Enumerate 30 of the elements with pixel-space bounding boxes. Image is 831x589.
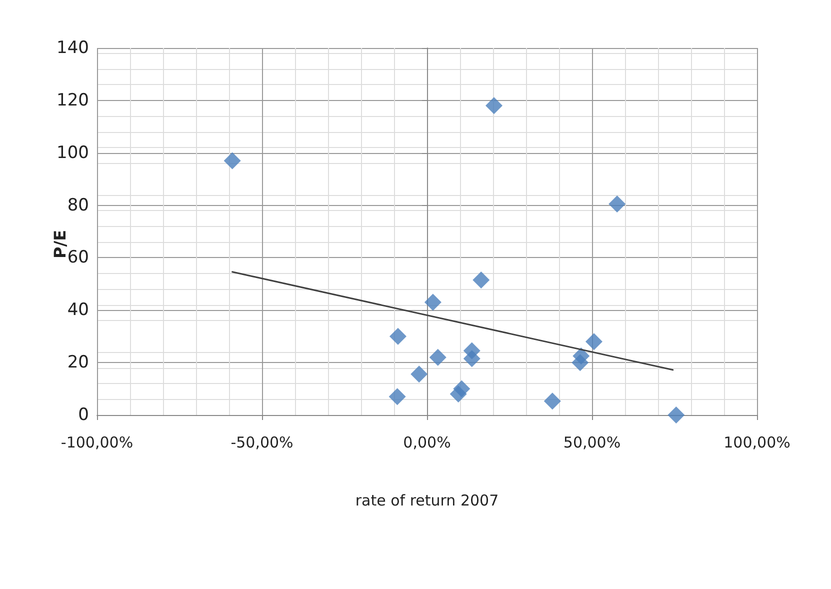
point (424, 294, 442, 311)
y-tick-label: 0 (78, 405, 89, 425)
point (485, 97, 502, 114)
x-tick-label: 100,00% (724, 434, 790, 452)
y-tick-label: 140 (56, 38, 89, 58)
x-axis-title: rate of return 2007 (355, 492, 499, 510)
x-tick-label: 0,00% (403, 434, 451, 452)
point (572, 348, 590, 365)
y-tick-label: 20 (67, 352, 89, 373)
point (224, 152, 241, 170)
y-tick-label: 120 (56, 90, 89, 110)
y-tick-label: 80 (67, 195, 89, 216)
y-tick-label: 40 (67, 300, 89, 320)
point (585, 333, 602, 350)
x-tick-label: 50,00% (563, 434, 621, 452)
point (429, 348, 446, 366)
point (668, 406, 685, 424)
point (463, 350, 480, 368)
point (472, 271, 490, 288)
x-tick-label: -100,00% (60, 434, 134, 452)
point (388, 388, 406, 406)
point (544, 392, 561, 410)
y-tick-label: 100 (56, 142, 89, 163)
point (453, 380, 470, 398)
point (608, 195, 626, 212)
x-tick-label: -50,00% (230, 434, 294, 452)
y-tick-label: 60 (67, 248, 89, 268)
point (389, 328, 406, 345)
y-axis-title: P/E (50, 230, 70, 258)
point (410, 366, 428, 383)
